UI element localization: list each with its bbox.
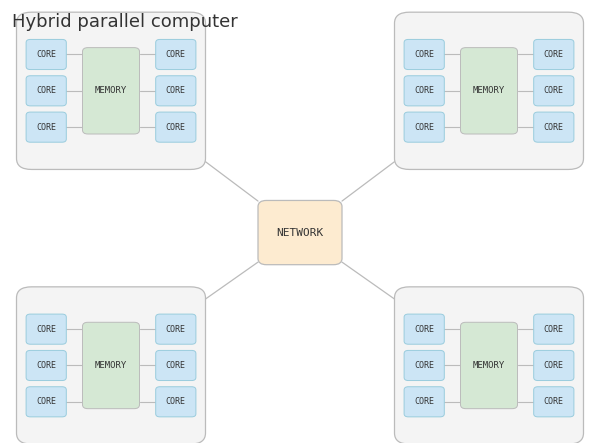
FancyBboxPatch shape: [16, 287, 206, 443]
Text: CORE: CORE: [36, 325, 56, 334]
Text: CORE: CORE: [166, 86, 186, 95]
Text: CORE: CORE: [414, 361, 434, 370]
FancyBboxPatch shape: [83, 47, 139, 134]
FancyBboxPatch shape: [26, 314, 66, 344]
FancyBboxPatch shape: [404, 314, 444, 344]
Text: CORE: CORE: [36, 123, 56, 132]
Text: CORE: CORE: [414, 86, 434, 95]
FancyBboxPatch shape: [16, 12, 206, 170]
Text: CORE: CORE: [166, 50, 186, 59]
FancyBboxPatch shape: [26, 387, 66, 417]
Text: CORE: CORE: [36, 50, 56, 59]
FancyBboxPatch shape: [155, 76, 196, 106]
FancyBboxPatch shape: [534, 112, 574, 142]
Text: MEMORY: MEMORY: [95, 86, 127, 95]
FancyBboxPatch shape: [258, 201, 342, 265]
FancyBboxPatch shape: [534, 350, 574, 381]
Text: CORE: CORE: [544, 123, 564, 132]
FancyBboxPatch shape: [26, 350, 66, 381]
Text: CORE: CORE: [414, 123, 434, 132]
Text: CORE: CORE: [544, 86, 564, 95]
Text: CORE: CORE: [166, 361, 186, 370]
FancyBboxPatch shape: [155, 112, 196, 142]
FancyBboxPatch shape: [395, 287, 583, 443]
Text: CORE: CORE: [544, 50, 564, 59]
Text: CORE: CORE: [544, 325, 564, 334]
FancyBboxPatch shape: [461, 47, 517, 134]
Text: CORE: CORE: [414, 50, 434, 59]
FancyBboxPatch shape: [155, 387, 196, 417]
Text: CORE: CORE: [36, 361, 56, 370]
FancyBboxPatch shape: [534, 387, 574, 417]
FancyBboxPatch shape: [534, 76, 574, 106]
FancyBboxPatch shape: [534, 314, 574, 344]
FancyBboxPatch shape: [534, 39, 574, 70]
FancyBboxPatch shape: [155, 39, 196, 70]
FancyBboxPatch shape: [404, 76, 444, 106]
FancyBboxPatch shape: [155, 314, 196, 344]
FancyBboxPatch shape: [461, 323, 517, 408]
FancyBboxPatch shape: [155, 350, 196, 381]
FancyBboxPatch shape: [26, 112, 66, 142]
Text: CORE: CORE: [166, 397, 186, 406]
Text: CORE: CORE: [36, 86, 56, 95]
Text: CORE: CORE: [414, 397, 434, 406]
Text: CORE: CORE: [414, 325, 434, 334]
FancyBboxPatch shape: [404, 387, 444, 417]
FancyBboxPatch shape: [26, 76, 66, 106]
FancyBboxPatch shape: [404, 112, 444, 142]
Text: CORE: CORE: [166, 325, 186, 334]
Text: CORE: CORE: [544, 361, 564, 370]
FancyBboxPatch shape: [83, 323, 139, 408]
FancyBboxPatch shape: [26, 39, 66, 70]
Text: CORE: CORE: [166, 123, 186, 132]
Text: MEMORY: MEMORY: [95, 361, 127, 370]
Text: Hybrid parallel computer: Hybrid parallel computer: [12, 13, 238, 31]
Text: MEMORY: MEMORY: [473, 361, 505, 370]
FancyBboxPatch shape: [395, 12, 583, 170]
Text: MEMORY: MEMORY: [473, 86, 505, 95]
Text: NETWORK: NETWORK: [277, 228, 323, 237]
Text: CORE: CORE: [36, 397, 56, 406]
FancyBboxPatch shape: [404, 39, 444, 70]
Text: CORE: CORE: [544, 397, 564, 406]
FancyBboxPatch shape: [404, 350, 444, 381]
